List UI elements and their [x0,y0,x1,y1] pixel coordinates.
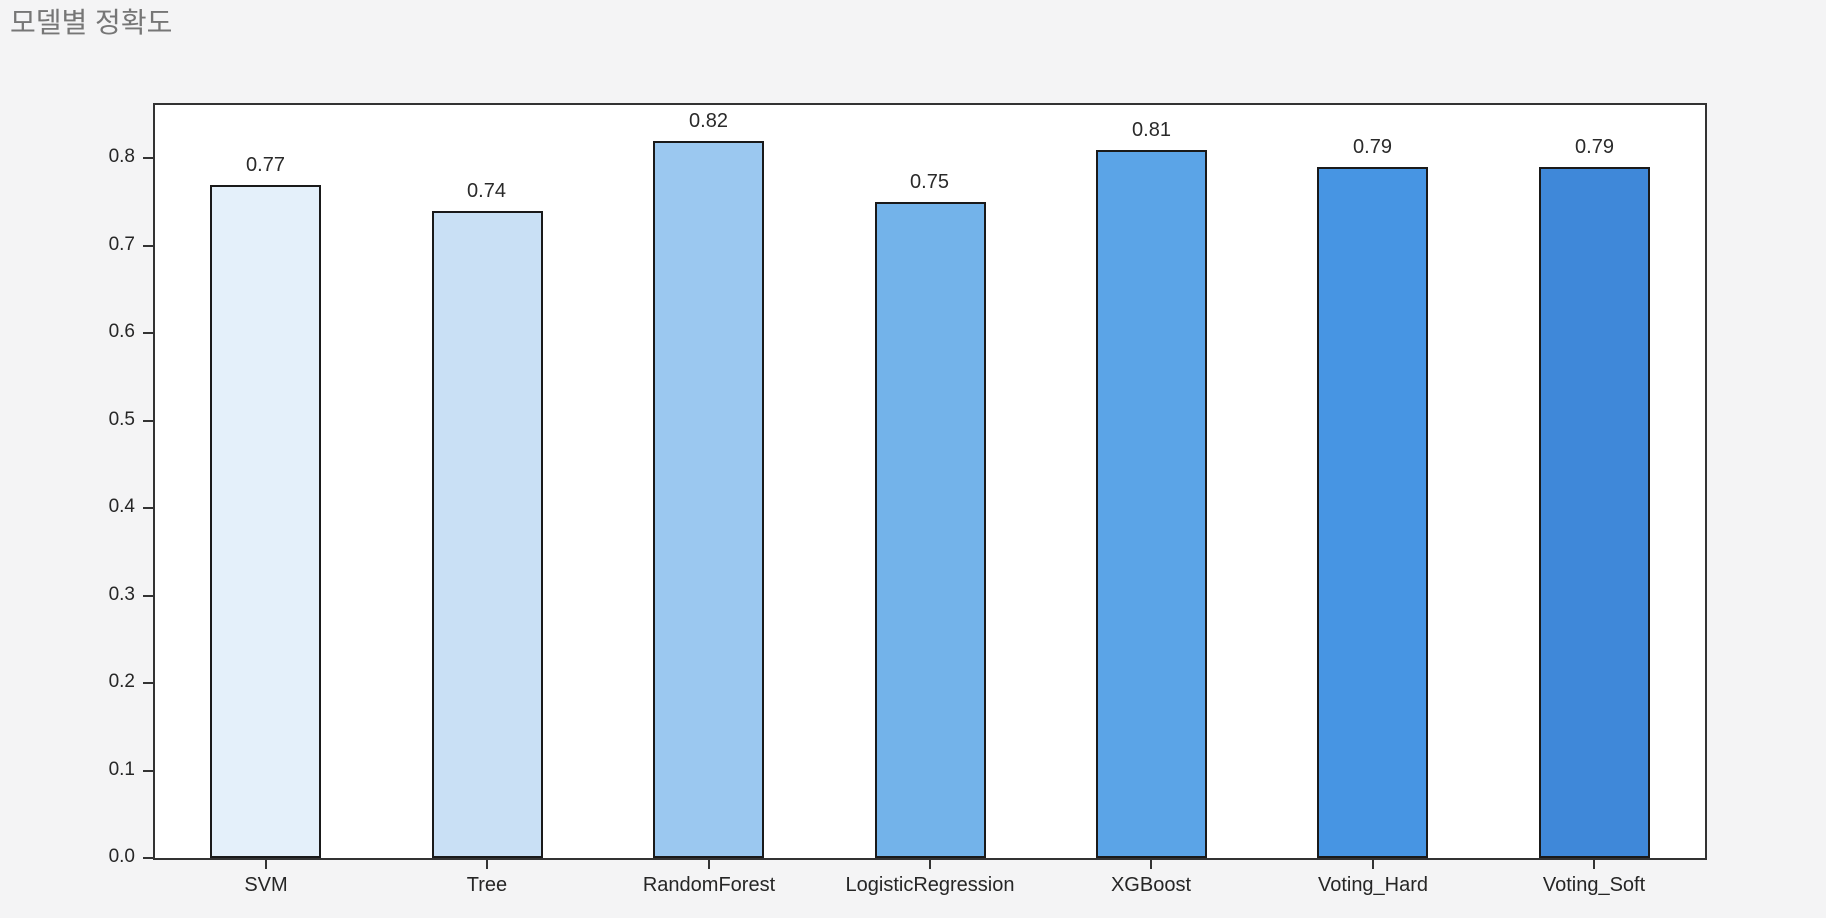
bar-XGBoost [1096,150,1207,858]
y-tick-mark [143,595,153,597]
y-tick-label: 0.6 [108,321,135,342]
x-tick-mark [1593,860,1595,869]
y-tick-mark [143,420,153,422]
x-tick-label-Voting_Soft: Voting_Soft [1542,874,1646,896]
y-tick-mark [143,332,153,334]
y-tick-mark [143,157,153,159]
y-tick-label: 0.5 [108,409,135,430]
bar-Voting_Hard [1317,167,1428,858]
x-tick-label-SVM: SVM [244,874,288,896]
bar-LogisticRegression [875,202,986,858]
x-tick-mark [486,860,488,869]
bar-value-label: 0.79 [1353,136,1392,158]
y-tick-mark [143,770,153,772]
y-tick-mark [143,682,153,684]
x-tick-mark [708,860,710,869]
bar-Voting_Soft [1539,167,1650,858]
bar-Tree [432,211,543,858]
x-tick-mark [929,860,931,869]
y-tick-label: 0.8 [108,146,135,167]
y-tick-label: 0.3 [108,584,135,605]
bar-SVM [210,185,321,858]
plot-area: 0.77 0.74 0.82 0.75 0.81 0.79 0.79 [153,103,1707,860]
bar-value-label: 0.75 [910,171,949,193]
x-tick-label-LogisticRegression: LogisticRegression [845,874,1015,896]
x-tick-label-XGBoost: XGBoost [1110,874,1192,896]
bar-value-label: 0.74 [467,180,506,202]
bar-value-label: 0.81 [1132,119,1171,141]
y-tick-mark [143,857,153,859]
bar-RandomForest [653,141,764,858]
y-tick-mark [143,507,153,509]
y-tick-mark [143,245,153,247]
x-tick-mark [1150,860,1152,869]
bar-value-label: 0.77 [246,154,285,176]
x-tick-mark [265,860,267,869]
y-tick-label: 0.0 [108,846,135,867]
y-tick-label: 0.2 [108,671,135,692]
bar-value-label: 0.79 [1575,136,1614,158]
x-tick-mark [1372,860,1374,869]
chart-title: 모델별 정확도 [10,7,173,38]
x-tick-label-Tree: Tree [466,874,508,896]
x-tick-label-RandomForest: RandomForest [642,874,776,896]
y-tick-label: 0.1 [108,759,135,780]
y-tick-label: 0.4 [108,496,135,517]
x-tick-label-Voting_Hard: Voting_Hard [1317,874,1429,896]
bar-value-label: 0.82 [689,110,728,132]
y-tick-label: 0.7 [108,234,135,255]
